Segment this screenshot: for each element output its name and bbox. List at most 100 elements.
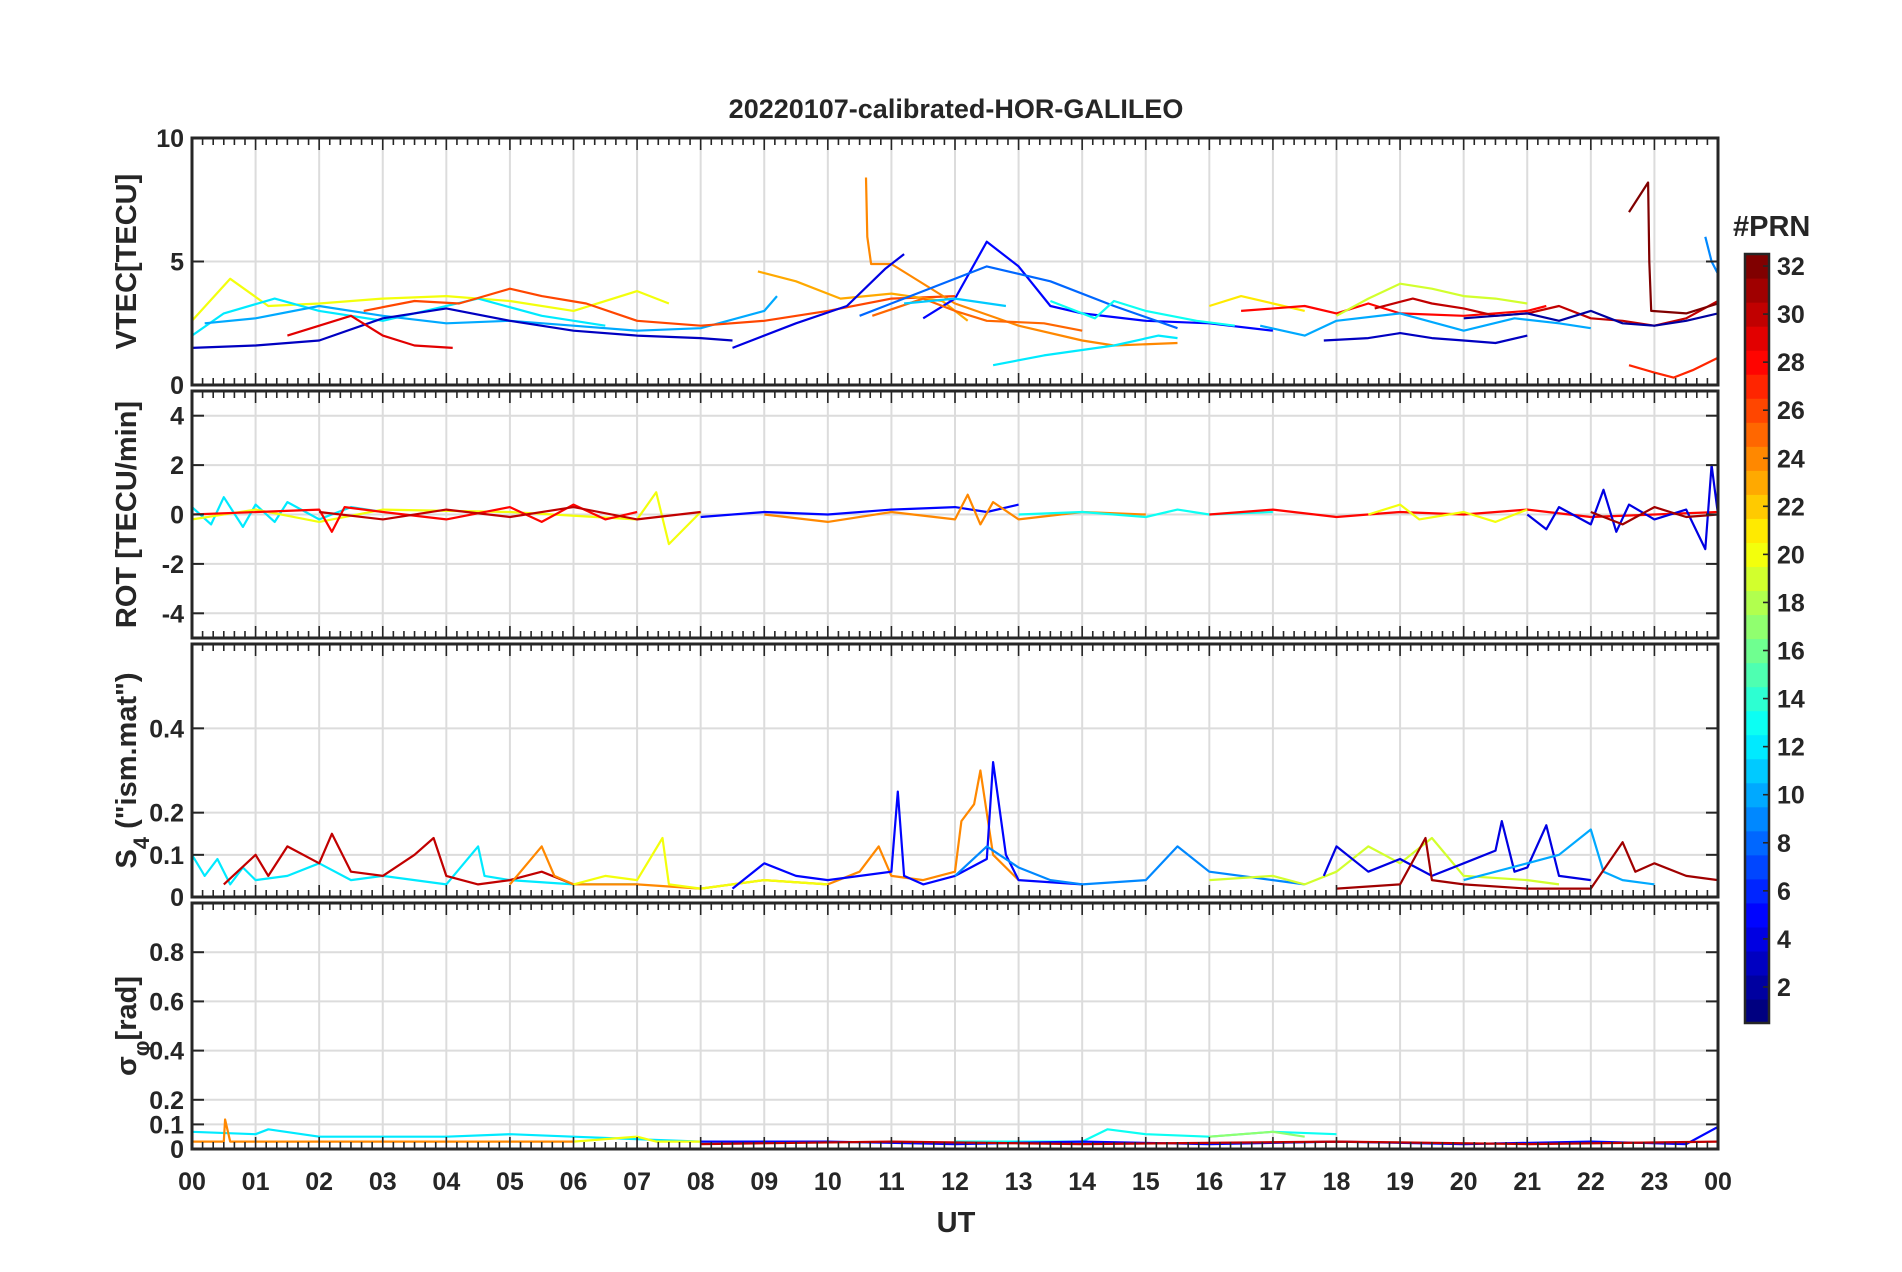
colorbar-tick-label: 8 (1777, 830, 1791, 858)
series-line-prn-8 (859, 265, 1178, 330)
series-line-prn-17 (1209, 1130, 1305, 1138)
y-tick-label: 4 (170, 403, 184, 431)
shared-x-axis: 00 01 02 03 04 05 06 07 08 09 10 11 12 13 14 15 16 17 18 19… (178, 1168, 1732, 1196)
y-tick-label: 0 (170, 1136, 184, 1164)
colorbar-segment (1745, 758, 1769, 784)
y-tick-label: 0.4 (149, 1038, 184, 1066)
panel-rot: -4 -2 0 2 4 ROT [TECU/min] (111, 389, 1720, 640)
y-axis-title: ROT [TECU/min] (111, 401, 143, 628)
x-tick-label: 11 (878, 1168, 905, 1196)
y-tick-label: 0 (170, 884, 184, 912)
series-line-prn-11 (903, 297, 1007, 308)
x-tick-label: 23 (1641, 1168, 1669, 1196)
x-tick-label: 21 (1513, 1168, 1541, 1196)
series-line-prn-28 (1209, 508, 1718, 519)
y-tick-label: 2 (170, 452, 184, 480)
series-line-prn-10 (1259, 312, 1591, 337)
series-line-prn-5 (922, 240, 1274, 332)
x-tick-label: 01 (242, 1168, 270, 1196)
series-line-prn-20 (192, 277, 670, 322)
colorbar-tick-label: 10 (1777, 782, 1805, 810)
colorbar-segment (1745, 950, 1769, 976)
series-line-prn-4 (1526, 464, 1718, 551)
colorbar-segment (1745, 998, 1769, 1024)
x-tick-label: 16 (1195, 1168, 1223, 1196)
x-axis-title: UT (937, 1207, 976, 1239)
colorbar-segment (1745, 326, 1769, 351)
colorbar-tick-label: 30 (1777, 301, 1805, 329)
colorbar-segment (1745, 614, 1769, 640)
colorbar-tick-label: 2 (1777, 974, 1791, 1002)
x-tick-label: 04 (432, 1168, 460, 1196)
series-line-prn-24 (864, 177, 1178, 347)
colorbar-segment (1745, 278, 1769, 303)
x-tick-label: 14 (1068, 1168, 1096, 1196)
colorbar-frame (1743, 252, 1771, 1025)
y-tick-label: 0.8 (149, 939, 184, 967)
x-tick-label: 15 (1132, 1168, 1160, 1196)
x-tick-label: 10 (814, 1168, 842, 1196)
x-tick-label: 18 (1323, 1168, 1351, 1196)
y-tick-label: 10 (156, 125, 184, 153)
series-line-prn-27 (1628, 356, 1718, 379)
series-line-prn-9 (1704, 236, 1718, 275)
colorbar-tick-label: 24 (1777, 445, 1805, 473)
series-line-prn-30 (223, 832, 574, 886)
x-tick-label: 20 (1450, 1168, 1478, 1196)
y-axis-title-part: ("ism.mat") (111, 672, 143, 836)
y-axis-title: σφ[rad] (111, 976, 154, 1076)
colorbar-tick-label: 16 (1777, 638, 1805, 666)
colorbar-segment (1745, 806, 1769, 832)
series-line-prn-20 (1367, 503, 1528, 524)
x-tick-label: 19 (1386, 1168, 1414, 1196)
colorbar-tick-label: 4 (1777, 926, 1791, 954)
series-line-prn-4 (732, 253, 905, 349)
series-line-prn-13 (1050, 299, 1235, 327)
series-line-prn-30 (319, 506, 701, 521)
series-line-prn-3 (1323, 332, 1528, 345)
x-tick-label: 03 (369, 1168, 397, 1196)
colorbar-segment (1745, 662, 1769, 688)
x-tick-label: 00 (1704, 1168, 1732, 1196)
colorbar-tick-label: 20 (1777, 541, 1805, 569)
colorbar-segment (1745, 470, 1769, 495)
y-tick-label: 0 (170, 372, 184, 400)
series-line-prn-19 (1209, 836, 1560, 886)
y-tick-label: 0 (170, 502, 184, 530)
series-line-prn-26 (363, 287, 956, 327)
colorbar-segment (1745, 422, 1769, 447)
colorbar-tick-label: 22 (1777, 493, 1805, 521)
series-group (192, 760, 1718, 890)
series-line-prn-28 (1241, 302, 1547, 317)
colorbar-tick-label: 12 (1777, 734, 1805, 762)
figure-title: 20220107-calibrated-HOR-GALILEO (729, 94, 1184, 124)
y-axis-title-part: S (111, 849, 143, 868)
y-axis-title-part: [rad] (111, 976, 143, 1040)
series-line-prn-2 (1463, 309, 1718, 327)
colorbar-segment (1745, 902, 1769, 928)
y-axis-title-subscript: φ (129, 1040, 154, 1056)
series-line-prn-4 (1322, 819, 1591, 882)
series-line-prn-24 (764, 493, 1146, 526)
x-tick-label: 00 (178, 1168, 206, 1196)
y-tick-label: 0.1 (149, 842, 184, 870)
x-tick-label: 12 (941, 1168, 969, 1196)
y-tick-label: 0.6 (149, 988, 184, 1016)
x-tick-label: 02 (305, 1168, 333, 1196)
y-axis-title-part: σ (111, 1056, 143, 1076)
y-tick-label: -4 (162, 600, 184, 628)
series-line-prn-12 (192, 845, 638, 886)
panel-s4: 00.10.20.4S4 ("ism.mat") (111, 642, 1720, 912)
x-tick-label: 08 (687, 1168, 715, 1196)
colorbar-segment (1745, 518, 1769, 543)
y-tick-label: 0.4 (149, 715, 184, 743)
colorbar-title: #PRN (1733, 211, 1810, 243)
colorbar-tick-label: 6 (1777, 878, 1791, 906)
series-line-prn-31 (1590, 506, 1718, 526)
colorbar-tick-label: 26 (1777, 397, 1805, 425)
series-group (192, 464, 1718, 551)
series-line-prn-5 (731, 760, 1083, 890)
